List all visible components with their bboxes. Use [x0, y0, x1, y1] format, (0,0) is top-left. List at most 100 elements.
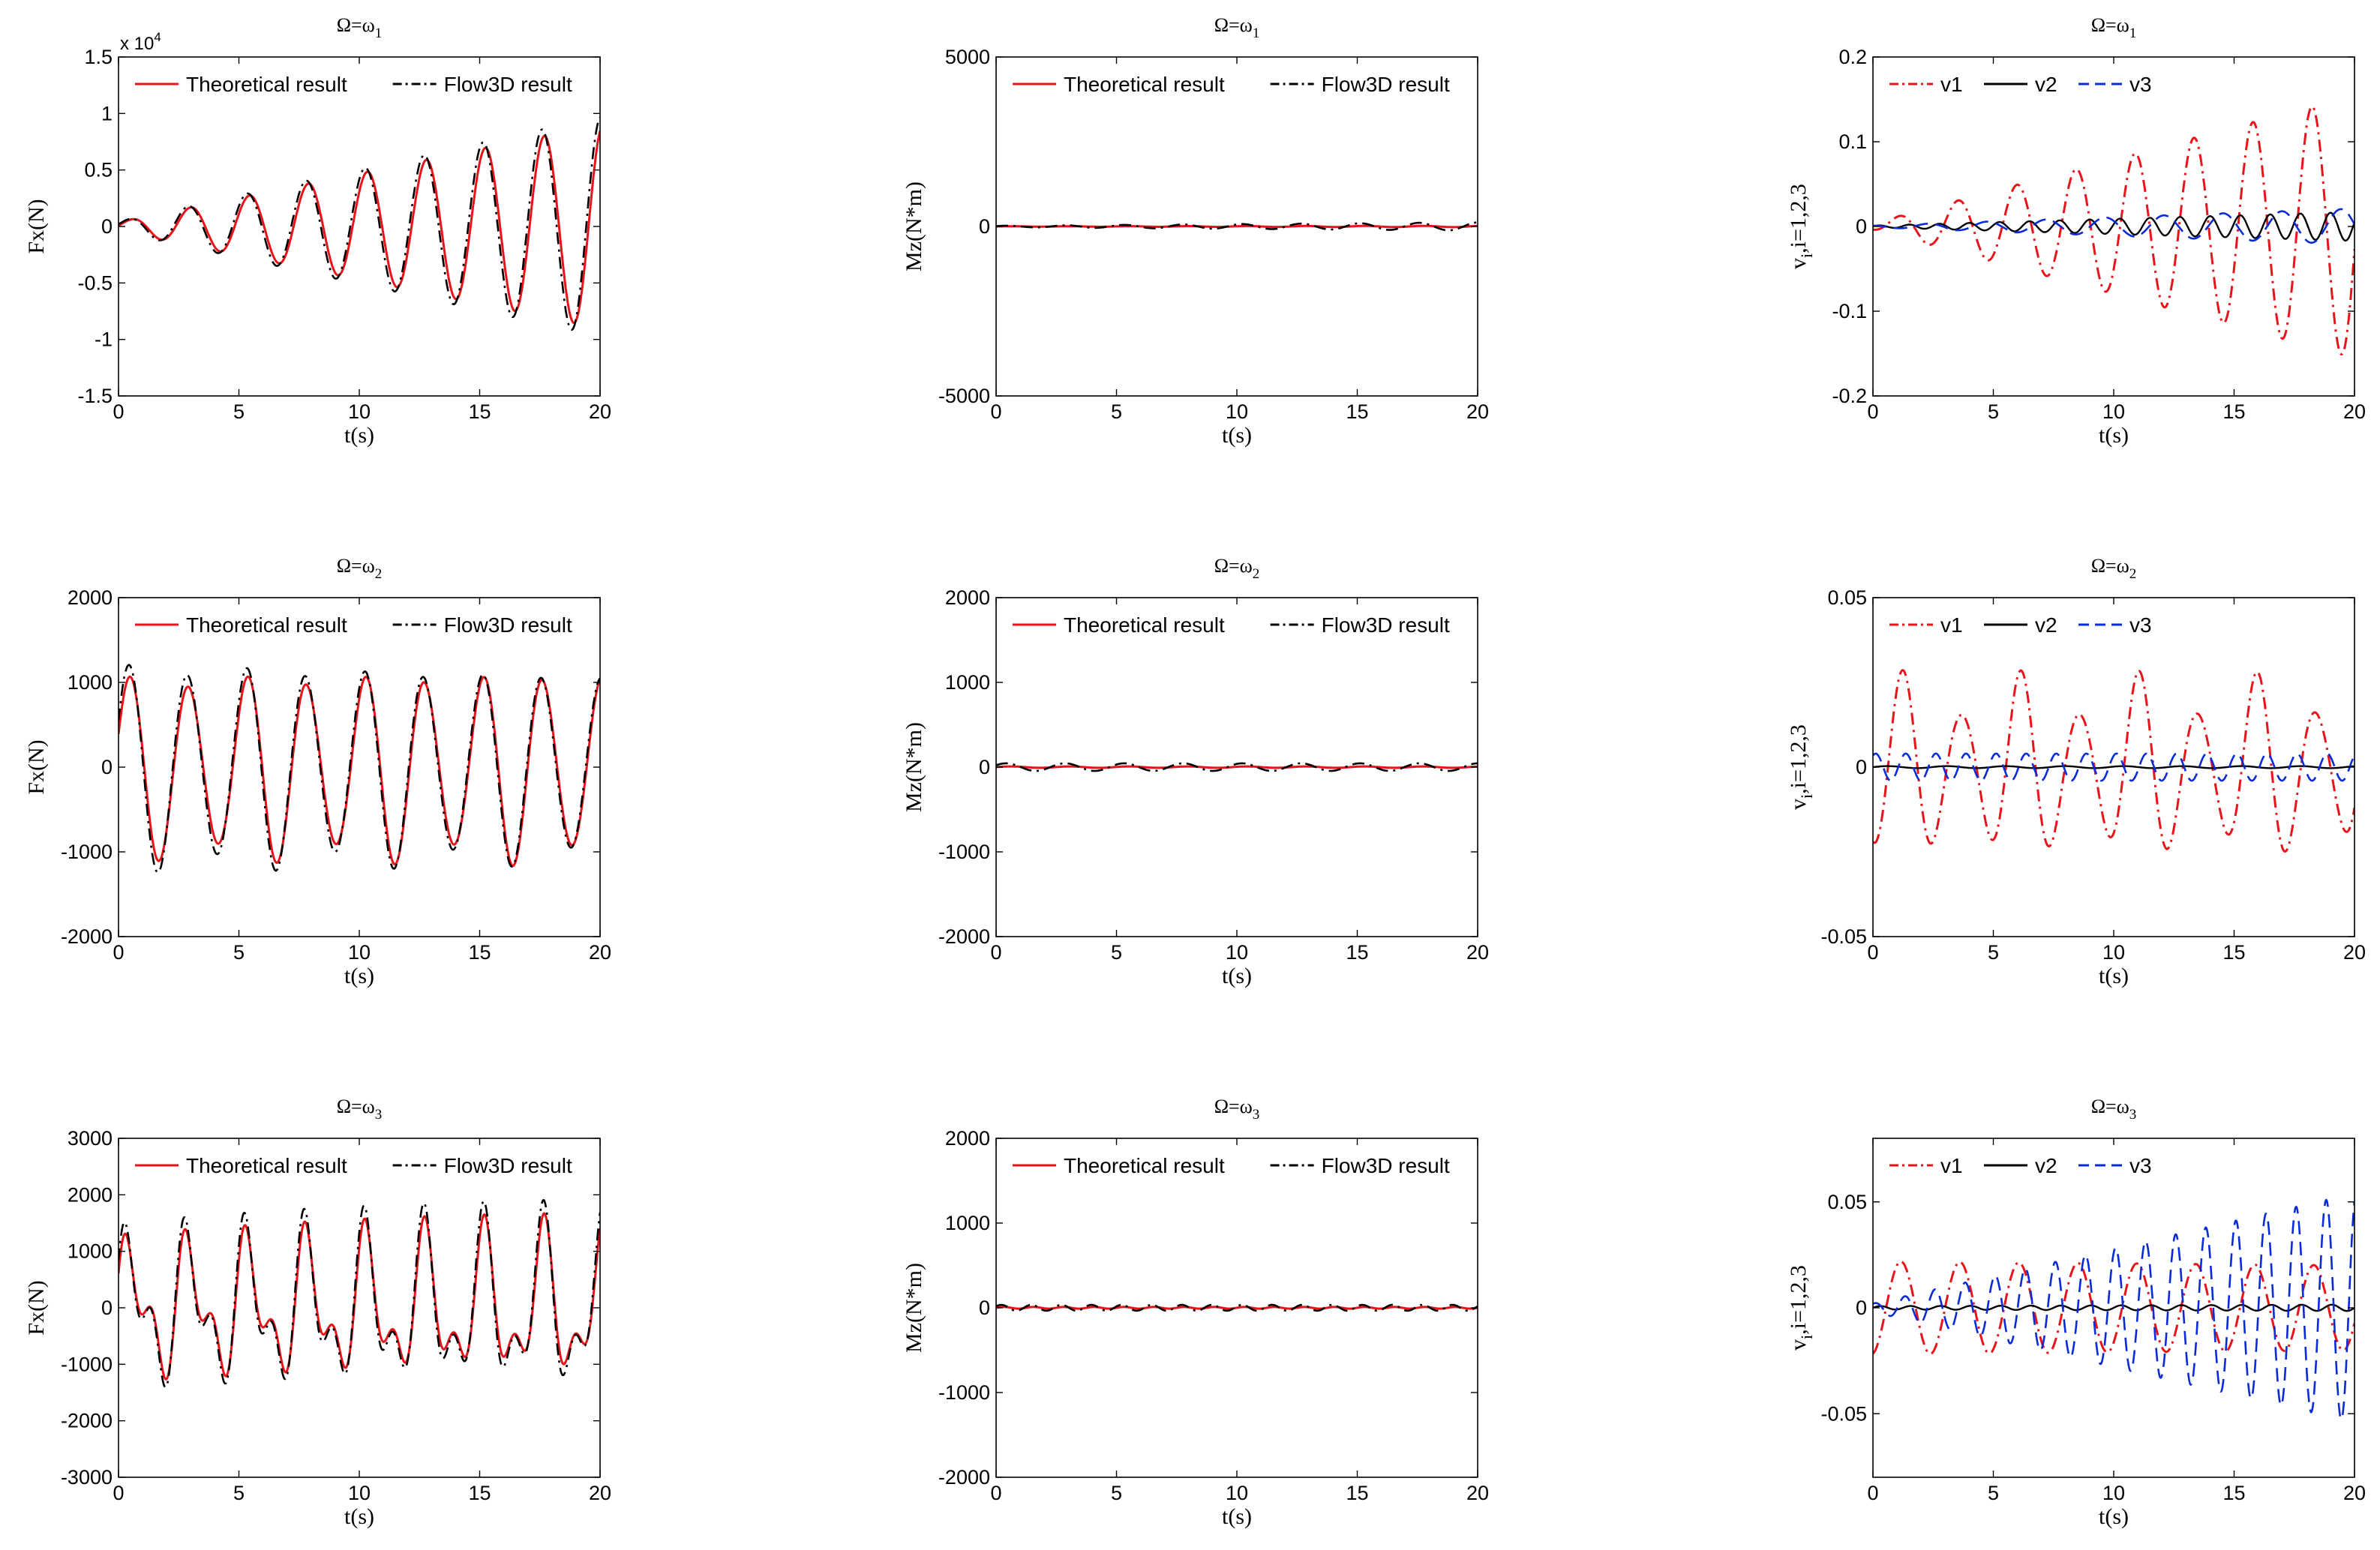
x-tick-label: 0	[990, 1482, 1001, 1504]
y-tick-label: -1000	[61, 841, 113, 863]
y-tick-label: -1.5	[77, 385, 113, 407]
series-line-theoretical-result	[996, 224, 1478, 229]
series-line-theoretical-result	[119, 1212, 600, 1381]
y-tick-label: 0.05	[1827, 1191, 1867, 1213]
x-tick-label: 15	[1346, 400, 1368, 423]
chart-title: Ω=ω2	[2091, 555, 2137, 582]
chart-mz-w1: 0 5 10 15 2050000-5000Ω=ω1t(s)Mz(N*m)Theoret…	[902, 14, 1489, 448]
chart-mz-w3: 0 5 10 15 20 2000 1000 0 -1000 -2000 Ω=ω3 t(s) Mz(N*…	[902, 1096, 1489, 1529]
series-line-v3	[1873, 752, 2354, 782]
legend-label: Theoretical result	[1064, 613, 1225, 637]
y-tick-label: 1	[101, 102, 113, 124]
x-axis-label: t(s)	[1222, 423, 1252, 448]
legend-label: Flow3D result	[1322, 613, 1450, 637]
y-axis-label: vi,i=1,2,3	[1786, 1265, 1816, 1351]
x-tick-label: 5	[233, 1482, 245, 1504]
legend: Theoretical result Flow3D result	[135, 1154, 572, 1177]
x-tick-label: 10	[348, 400, 371, 423]
y-tick-label: 0.2	[1838, 46, 1867, 68]
y-tick-label: 0	[101, 756, 113, 778]
legend-label: v3	[2129, 73, 2152, 96]
series-line-v1	[1873, 669, 2354, 853]
legend-label: Theoretical result	[186, 613, 347, 637]
series-line-v3	[1873, 1198, 2354, 1420]
x-tick-label: 15	[2222, 941, 2245, 964]
x-tick-label: 5	[1988, 400, 1999, 423]
x-axis-label: t(s)	[344, 964, 374, 988]
chart-v-w1: 0 5 10 15 20 0.2 0.1 0 -0.1 -0.2 Ω=ω1 t(s) vi,i=1,2,…	[1786, 14, 2366, 448]
series-line-flow3d-result	[119, 664, 600, 874]
x-tick-label: 10	[1226, 941, 1248, 964]
x-tick-label: 15	[468, 400, 491, 423]
y-tick-label: -0.2	[1832, 385, 1867, 407]
legend-label: Theoretical result	[1064, 1154, 1225, 1177]
legend-label: v3	[2129, 613, 2152, 637]
x-tick-label: 20	[2343, 400, 2366, 423]
legend: Theoretical result Flow3D result	[135, 73, 572, 96]
x-tick-label: 10	[348, 1482, 371, 1504]
x-tick-label: 10	[2102, 1482, 2125, 1504]
x-tick-label: 20	[2343, 1482, 2366, 1504]
legend-label: v1	[1940, 613, 1963, 637]
chart-mz-w2: 0 5 10 15 20 2000 1000 0 -1000 -2000 Ω=ω2 t(s) Mz(N*…	[902, 555, 1489, 988]
x-tick-label: 10	[2102, 400, 2125, 423]
x-axis-label: t(s)	[344, 1504, 374, 1529]
legend-label: Flow3D result	[1322, 73, 1450, 96]
y-axis-label: Fx(N)	[24, 1280, 49, 1335]
x-axis-label: t(s)	[2099, 964, 2129, 988]
exponent-multiplier: x 104	[120, 30, 161, 54]
x-tick-label: 10	[2102, 941, 2125, 964]
x-tick-label: 5	[1111, 400, 1122, 423]
legend-label: v2	[2035, 73, 2057, 96]
y-tick-label: -0.5	[77, 271, 113, 294]
x-tick-label: 5	[1988, 1482, 1999, 1504]
y-tick-label: -1000	[938, 1381, 990, 1404]
x-tick-label: 10	[1226, 1482, 1248, 1504]
x-tick-label: 20	[589, 1482, 611, 1504]
y-tick-label: -1000	[61, 1353, 113, 1375]
y-tick-label: 0	[1856, 215, 1867, 238]
y-tick-label: -0.1	[1832, 300, 1867, 322]
x-tick-label: 15	[2222, 1482, 2245, 1504]
y-tick-label: 0	[979, 756, 990, 778]
y-tick-label: 5000	[945, 46, 990, 68]
legend-label: v3	[2129, 1154, 2152, 1177]
y-tick-label: 2000	[945, 1127, 990, 1150]
x-tick-label: 20	[2343, 941, 2366, 964]
x-axis-label: t(s)	[1222, 964, 1252, 988]
chart-v-w2: 0 5 10 15 200.050-0.05Ω=ω2t(s)vi,i=1,2,3v1 v2…	[1786, 555, 2366, 988]
chart-fx-w1: 0 5 10 15 20 1.5 1 0.5 0 -0.5 -1 -1.5 x 104 Ω=ω1 t(s) F…	[24, 14, 611, 448]
y-tick-label: 1000	[68, 671, 113, 694]
x-axis-label: t(s)	[344, 423, 374, 448]
x-tick-label: 20	[589, 400, 611, 423]
y-tick-label: 0	[979, 1297, 990, 1319]
x-tick-label: 0	[990, 400, 1001, 423]
x-tick-label: 5	[1111, 1482, 1122, 1504]
y-tick-label: -2000	[938, 1466, 990, 1489]
x-tick-label: 0	[1867, 400, 1878, 423]
x-tick-label: 0	[1867, 1482, 1878, 1504]
x-axis-label: t(s)	[2099, 1504, 2129, 1529]
x-tick-label: 0	[990, 941, 1001, 964]
chart-title: Ω=ω3	[337, 1096, 383, 1123]
y-tick-label: 2000	[68, 1183, 113, 1206]
y-tick-label: -1000	[938, 841, 990, 863]
legend-label: Theoretical result	[1064, 73, 1225, 96]
x-tick-label: 10	[348, 941, 371, 964]
x-tick-label: 0	[1867, 941, 1878, 964]
x-tick-label: 15	[1346, 1482, 1368, 1504]
legend-label: Theoretical result	[186, 1154, 347, 1177]
y-tick-label: -1	[95, 328, 113, 351]
legend: Theoretical result Flow3D result	[1013, 613, 1450, 637]
series-line-v2	[1873, 765, 2354, 769]
series-line-flow3d-result	[119, 116, 600, 331]
y-axis-label: vi,i=1,2,3	[1786, 184, 1816, 269]
x-tick-label: 0	[113, 400, 124, 423]
legend: Theoretical result Flow3D result	[1013, 73, 1450, 96]
legend: v1 v2 v3	[1889, 73, 2152, 96]
x-tick-label: 5	[233, 400, 245, 423]
x-tick-label: 10	[1226, 400, 1248, 423]
y-tick-label: -3000	[61, 1466, 113, 1489]
x-tick-label: 20	[1466, 400, 1489, 423]
